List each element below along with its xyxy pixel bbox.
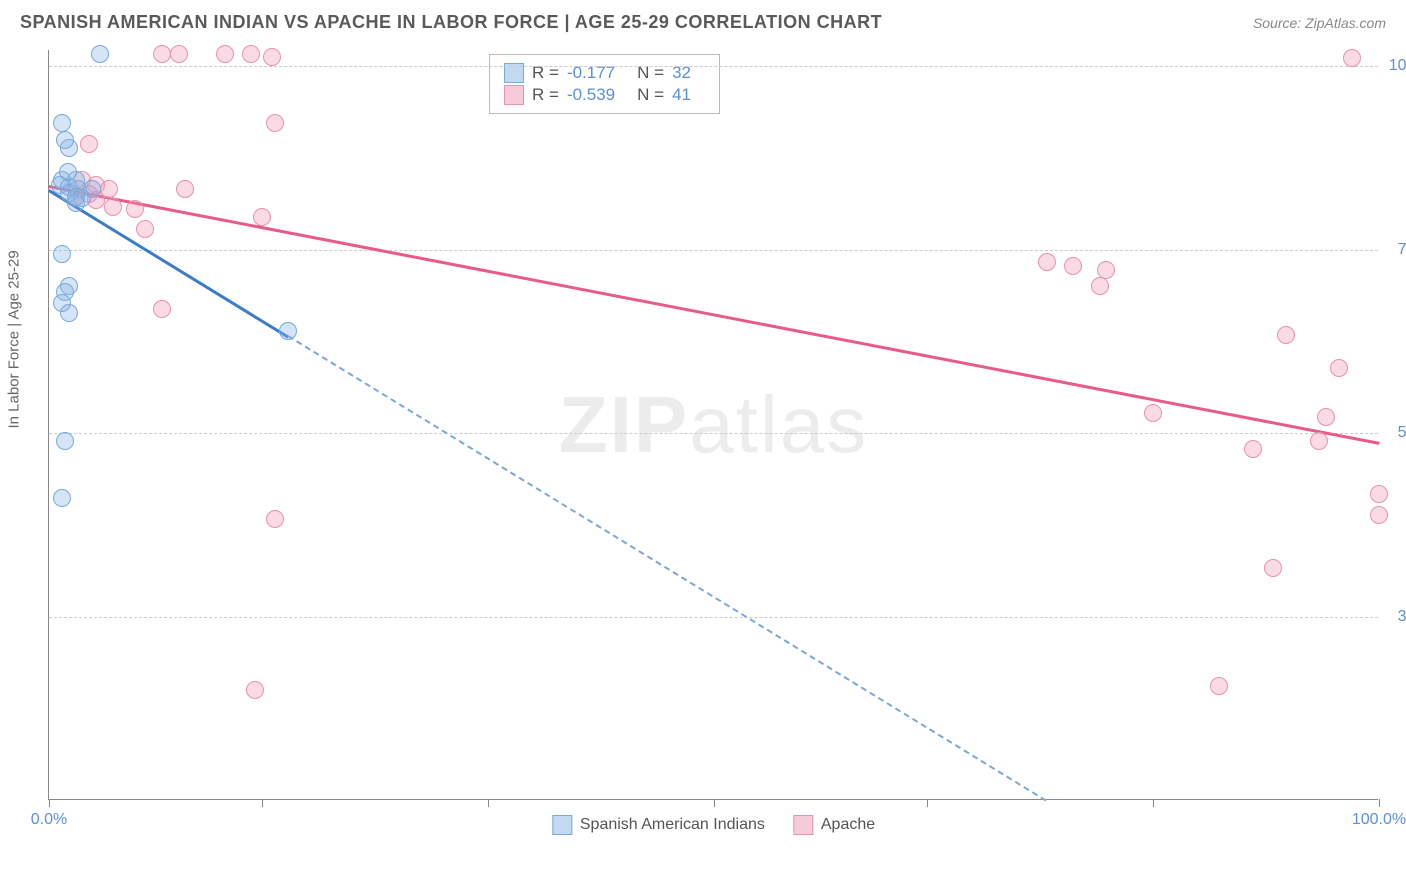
data-point-s2: [153, 45, 171, 63]
data-point-s2: [1091, 277, 1109, 295]
swatch-s2-icon: [504, 85, 524, 105]
x-tick: [927, 799, 928, 807]
x-tick: [1379, 799, 1380, 807]
data-point-s1: [53, 489, 71, 507]
data-point-s2: [1064, 257, 1082, 275]
data-point-s2: [1310, 432, 1328, 450]
data-point-s2: [1038, 253, 1056, 271]
data-point-s2: [1317, 408, 1335, 426]
gridline: [49, 433, 1378, 434]
trendline: [288, 335, 1047, 801]
x-tick-label: 100.0%: [1352, 811, 1406, 829]
data-point-s2: [253, 208, 271, 226]
y-tick-label: 77.5%: [1383, 241, 1406, 259]
data-point-s2: [136, 220, 154, 238]
data-point-s2: [153, 300, 171, 318]
data-point-s2: [176, 180, 194, 198]
x-tick: [1153, 799, 1154, 807]
data-point-s2: [1370, 485, 1388, 503]
data-point-s2: [80, 135, 98, 153]
watermark: ZIPatlas: [559, 379, 868, 471]
swatch-s1-icon: [552, 815, 572, 835]
legend-item-s2: Apache: [793, 815, 875, 835]
x-tick: [714, 799, 715, 807]
stats-row-s2: R = -0.539 N = 41: [504, 85, 705, 105]
data-point-s2: [170, 45, 188, 63]
data-point-s2: [1210, 677, 1228, 695]
data-point-s2: [1277, 326, 1295, 344]
data-point-s2: [1097, 261, 1115, 279]
bottom-legend: Spanish American Indians Apache: [552, 815, 875, 835]
gridline: [49, 66, 1378, 67]
swatch-s2-icon: [793, 815, 813, 835]
stats-legend-box: R = -0.177 N = 32 R = -0.539 N = 41: [489, 54, 720, 114]
data-point-s1: [279, 322, 297, 340]
data-point-s2: [126, 200, 144, 218]
data-point-s1: [59, 163, 77, 181]
scatter-chart: ZIPatlas R = -0.177 N = 32 R = -0.539 N …: [48, 50, 1378, 800]
y-tick-label: 32.5%: [1383, 608, 1406, 626]
data-point-s1: [53, 245, 71, 263]
data-point-s1: [91, 45, 109, 63]
data-point-s1: [60, 304, 78, 322]
data-point-s2: [1343, 49, 1361, 67]
data-point-s2: [263, 48, 281, 66]
data-point-s2: [266, 114, 284, 132]
gridline: [49, 250, 1378, 251]
x-tick: [488, 799, 489, 807]
data-point-s2: [242, 45, 260, 63]
data-point-s2: [216, 45, 234, 63]
y-axis-label: In Labor Force | Age 25-29: [6, 250, 23, 428]
legend-item-s1: Spanish American Indians: [552, 815, 765, 835]
source-label: Source: ZipAtlas.com: [1253, 15, 1386, 31]
data-point-s2: [1330, 359, 1348, 377]
x-tick: [262, 799, 263, 807]
data-point-s2: [1264, 559, 1282, 577]
data-point-s2: [266, 510, 284, 528]
data-point-s1: [56, 432, 74, 450]
gridline: [49, 617, 1378, 618]
data-point-s2: [1144, 404, 1162, 422]
data-point-s1: [56, 131, 74, 149]
x-tick: [49, 799, 50, 807]
y-tick-label: 100.0%: [1383, 57, 1406, 75]
data-point-s1: [67, 194, 85, 212]
chart-title: SPANISH AMERICAN INDIAN VS APACHE IN LAB…: [20, 12, 882, 33]
data-point-s2: [246, 681, 264, 699]
data-point-s2: [104, 198, 122, 216]
x-tick-label: 0.0%: [31, 811, 67, 829]
data-point-s2: [1370, 506, 1388, 524]
data-point-s2: [1244, 440, 1262, 458]
data-point-s1: [53, 114, 71, 132]
y-tick-label: 55.0%: [1383, 424, 1406, 442]
